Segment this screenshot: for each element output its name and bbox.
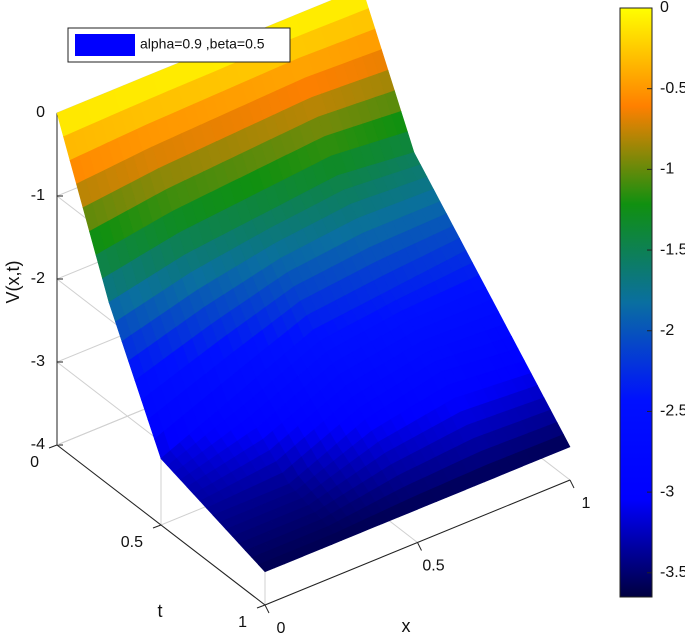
surface bbox=[56, 0, 571, 573]
axis-line bbox=[56, 444, 266, 606]
x-tick bbox=[417, 542, 422, 551]
z-tick-label: 0 bbox=[36, 104, 45, 121]
colorbar-tick-label: -0.5 bbox=[660, 80, 685, 97]
legend-swatch bbox=[75, 34, 135, 56]
x-tick-label: 1 bbox=[582, 495, 591, 512]
z-tick-label: -2 bbox=[31, 270, 45, 287]
colorbar-tick-label: -2.5 bbox=[660, 403, 685, 420]
colorbar-tick-label: -3 bbox=[660, 483, 674, 500]
t-tick-label: 0 bbox=[30, 454, 39, 471]
t-tick bbox=[256, 604, 266, 609]
z-tick-label: -3 bbox=[31, 353, 45, 370]
surface-patch bbox=[261, 174, 391, 331]
t-tick bbox=[48, 444, 58, 449]
surface-patch bbox=[56, 81, 186, 303]
x-tick bbox=[264, 604, 270, 614]
x-tick-label: 0.5 bbox=[422, 558, 444, 575]
surface-cell bbox=[553, 434, 571, 452]
surface-patch bbox=[365, 371, 495, 510]
colorbar-tick-label: -2 bbox=[660, 322, 674, 339]
x-tick bbox=[569, 479, 575, 489]
surface-patch bbox=[441, 348, 571, 479]
colorbar bbox=[619, 7, 653, 598]
z-tick-label: -1 bbox=[31, 187, 45, 204]
t-tick-label: 0.5 bbox=[121, 534, 143, 551]
t-axis-label: t bbox=[157, 601, 162, 621]
z-tick-label: -4 bbox=[31, 436, 45, 453]
t-tick bbox=[152, 524, 162, 529]
surface-patch bbox=[209, 18, 339, 216]
surface-patch bbox=[108, 254, 238, 460]
surface-patch bbox=[285, 0, 415, 176]
legend-label: alpha=0.9 ,beta=0.5 bbox=[140, 36, 265, 52]
z-axis-label: V(x,t) bbox=[3, 261, 23, 304]
colorbar-tick-label: 0 bbox=[660, 0, 669, 16]
colorbar-tick-label: -1.5 bbox=[660, 241, 685, 258]
colorbar-tick-label: -3.5 bbox=[660, 564, 685, 581]
axis-line bbox=[264, 479, 571, 606]
surface-patch bbox=[313, 289, 443, 420]
surface-patch bbox=[236, 329, 366, 485]
surface-patch bbox=[160, 393, 290, 516]
surface-patch bbox=[389, 250, 519, 372]
surface-patch bbox=[337, 152, 467, 291]
x-tick-label: 0 bbox=[277, 620, 286, 634]
surface-patch bbox=[212, 483, 342, 573]
colorbar-tick-label: -1 bbox=[660, 161, 674, 178]
x-axis-label: x bbox=[402, 616, 411, 634]
surface-patch bbox=[184, 214, 314, 395]
t-tick-label: 1 bbox=[238, 614, 247, 631]
